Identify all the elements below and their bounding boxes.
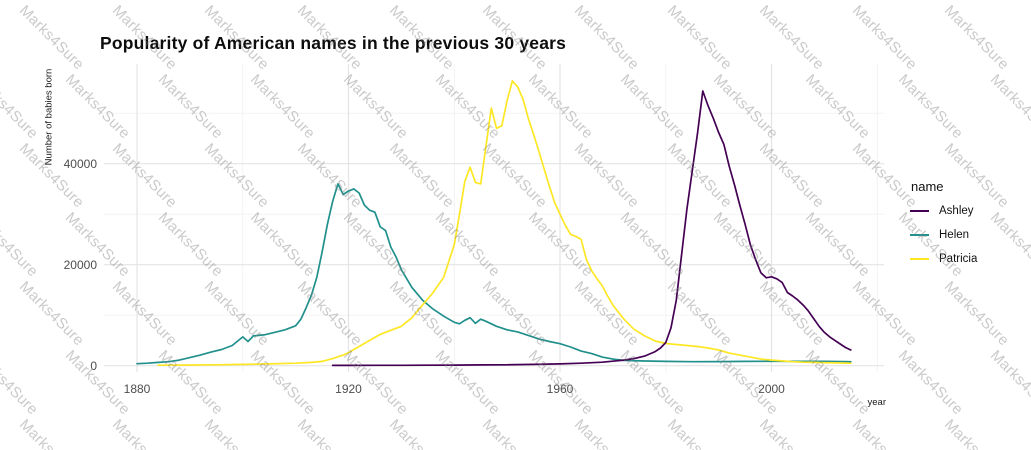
x-tick-label-1920: 1920 bbox=[335, 382, 362, 396]
y-tick-label-0: 0 bbox=[90, 358, 97, 373]
helen-line-swatch bbox=[910, 233, 929, 236]
major-gridlines bbox=[104, 64, 884, 372]
legend-label: Patricia bbox=[939, 252, 978, 265]
ashley-line-swatch bbox=[910, 209, 929, 212]
x-tick-label-1880: 1880 bbox=[123, 382, 151, 396]
patricia-line-swatch bbox=[910, 257, 929, 260]
legend-label: Helen bbox=[939, 228, 970, 241]
y-axis-title: Number of babies born bbox=[43, 68, 55, 166]
legend-item-ashley: Ashley bbox=[910, 203, 977, 218]
legend-title: name bbox=[911, 179, 944, 194]
chart-title: Popularity of American names in the prev… bbox=[100, 33, 567, 53]
series-line-ashley bbox=[331, 90, 852, 367]
series-line-patricia bbox=[157, 80, 852, 367]
x-axis-title: year bbox=[867, 397, 886, 408]
legend-item-helen: Helen bbox=[910, 227, 977, 242]
minor-gridlines bbox=[104, 64, 884, 372]
legend-label: Ashley bbox=[939, 204, 974, 217]
y-tick-label-40000: 40000 bbox=[63, 156, 97, 171]
x-tick-label-2000: 2000 bbox=[758, 382, 785, 396]
y-tick-label-20000: 20000 bbox=[63, 257, 97, 272]
legend: name Ashley Helen Patricia bbox=[910, 179, 977, 275]
x-tick-label-1960: 1960 bbox=[546, 382, 574, 396]
series-line-helen bbox=[136, 183, 852, 365]
legend-item-patricia: Patricia bbox=[910, 251, 977, 266]
